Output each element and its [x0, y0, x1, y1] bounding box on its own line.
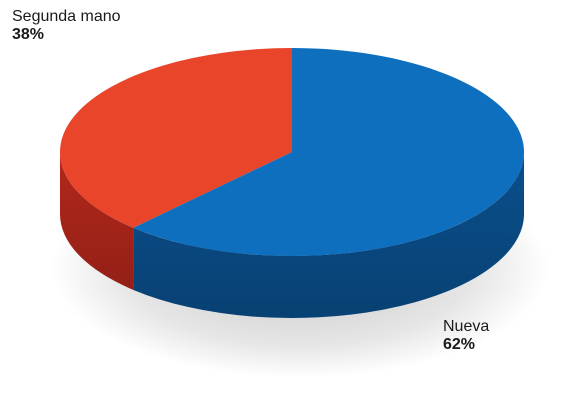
slice-name: Nueva: [443, 318, 490, 335]
pie-slice-nueva: [133, 48, 525, 257]
pie-side-shade: [133, 152, 525, 319]
slice-percent: 62%: [443, 336, 476, 353]
slice-name: Segunda mano: [12, 8, 121, 25]
pie-tops: [60, 48, 525, 257]
pie-slice-segunda-mano: [60, 48, 292, 228]
slice-label-segunda-mano: Segunda mano 38%: [12, 8, 121, 44]
pie-sides: [60, 152, 525, 319]
slice-label-nueva: Nueva 62%: [443, 318, 489, 354]
slice-percent: 38%: [12, 26, 45, 43]
pie-side-shade: [60, 152, 134, 290]
